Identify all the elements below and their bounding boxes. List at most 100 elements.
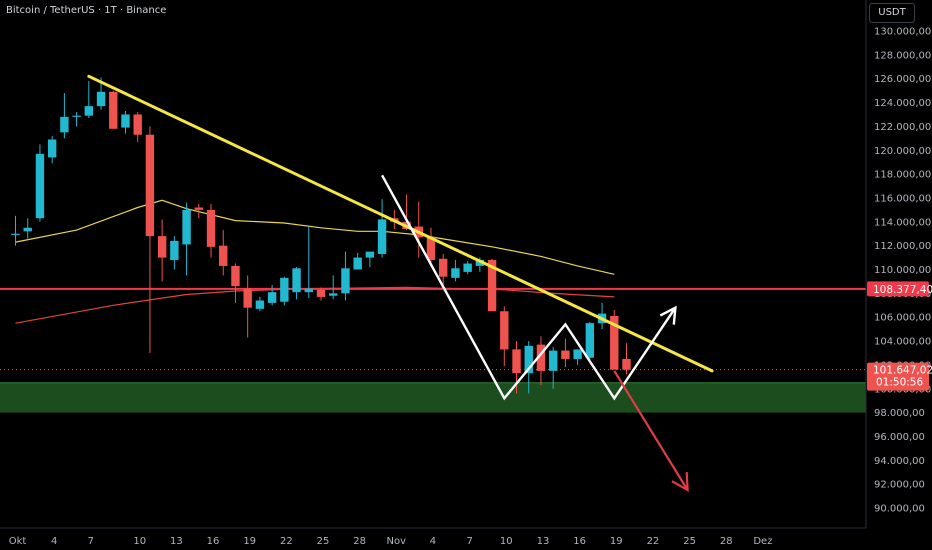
candle-body: [377, 219, 387, 254]
moving-average-short: [15, 199, 615, 275]
time-tick-label: 16: [207, 536, 220, 547]
candle-body: [35, 153, 45, 219]
time-tick-label: 4: [51, 536, 57, 547]
candle-body: [96, 91, 106, 107]
time-tick-label: 25: [683, 536, 696, 547]
w-pattern-arrow: [381, 174, 677, 401]
time-tick-label: 7: [466, 536, 472, 547]
candle-body: [585, 323, 595, 358]
candle-body: [512, 349, 521, 374]
candle: [60, 93, 69, 139]
candle-body: [439, 258, 448, 277]
candle: [72, 112, 81, 127]
candle-body: [610, 316, 619, 370]
candle-body: [304, 288, 313, 293]
candle-body: [121, 114, 130, 128]
price-tick-label: 122.000,00: [874, 122, 931, 133]
price-tick-label: 118.000,00: [874, 170, 931, 181]
candle-body: [426, 237, 436, 260]
price-tick-label: 112.000,00: [874, 241, 931, 252]
candle-body: [11, 233, 20, 235]
last-price-label: 101.647,02: [873, 365, 932, 377]
price-axis[interactable]: 130.000,00 128.000,00 126.000,00 124.000,00…: [874, 27, 931, 515]
candle-body: [316, 289, 326, 297]
candle: [145, 126, 155, 353]
candle: [194, 203, 203, 219]
candle: [561, 338, 570, 368]
candle-body: [365, 251, 375, 258]
time-tick-label: 13: [537, 536, 550, 547]
bearish-projection-arrow: [613, 370, 689, 493]
candle-body: [622, 358, 631, 370]
price-tick-label: 130.000,00: [874, 27, 931, 38]
currency-button[interactable]: USDT: [869, 3, 915, 23]
candle: [316, 287, 326, 301]
candle: [109, 90, 118, 129]
candle-body: [292, 268, 301, 293]
candle: [365, 251, 375, 268]
candle-body: [280, 277, 289, 302]
candle-body: [109, 91, 118, 129]
candle-body: [133, 114, 142, 135]
time-tick-label: Nov: [387, 536, 407, 547]
candle-body: [573, 349, 582, 359]
support-zone: [0, 382, 866, 413]
candle-body: [536, 344, 546, 371]
price-tick-label: 110.000,00: [874, 265, 931, 276]
candle: [121, 110, 130, 134]
candle: [267, 285, 277, 306]
price-tick-label: 104.000,00: [874, 337, 931, 348]
price-tick-label: 92.000,00: [874, 480, 925, 491]
price-tick-label: 106.000,00: [874, 313, 931, 324]
time-tick-label: 16: [573, 536, 586, 547]
candle-body: [145, 134, 155, 237]
candle-body: [353, 257, 362, 270]
candle-body: [194, 207, 203, 210]
price-tick-label: 96.000,00: [874, 432, 925, 443]
candle: [23, 218, 32, 239]
price-tick-label: 126.000,00: [874, 74, 931, 85]
candle-body: [60, 116, 69, 133]
candle-body: [243, 288, 252, 308]
candle: [292, 267, 301, 300]
price-tick-label: 120.000,00: [874, 146, 931, 157]
candle-body: [463, 263, 472, 272]
time-axis[interactable]: Okt 4 7 10 13 16 19 22 25 28 Nov 4 7 10 13 16 19 22 25 28 De…: [9, 536, 773, 547]
time-tick-label: 22: [280, 536, 293, 547]
time-axis-background: [0, 528, 866, 550]
time-tick-label: 22: [647, 536, 660, 547]
candle: [426, 227, 436, 264]
time-tick-label: 28: [720, 536, 733, 547]
time-tick-label: Dez: [753, 536, 772, 547]
candle-body: [23, 227, 32, 232]
candle-body: [255, 300, 265, 309]
price-tick-label: 94.000,00: [874, 456, 925, 467]
candle-body: [170, 240, 179, 260]
candle: [353, 252, 362, 270]
candle-body: [231, 265, 240, 287]
candle: [451, 259, 460, 282]
candle: [585, 321, 595, 362]
time-tick-label: 19: [243, 536, 256, 547]
candle: [255, 296, 265, 312]
candle-body: [72, 115, 81, 117]
candle: [439, 253, 448, 288]
moving-average-long: [15, 286, 615, 324]
candle-body: [206, 209, 216, 247]
candle: [304, 226, 313, 299]
candle-body: [84, 106, 94, 116]
candle-body: [47, 139, 57, 158]
currency-button-label: USDT: [878, 7, 906, 18]
candle: [219, 230, 228, 276]
time-tick-label: 19: [610, 536, 623, 547]
resistance-price-tag: 108.377,40: [867, 281, 932, 297]
candle: [341, 251, 350, 301]
candle-body: [475, 259, 485, 266]
candle: [622, 343, 631, 375]
candle: [610, 310, 619, 370]
candle: [182, 202, 191, 276]
price-tick-label: 90.000,00: [874, 504, 925, 515]
candle: [548, 347, 558, 389]
candle: [11, 215, 20, 246]
